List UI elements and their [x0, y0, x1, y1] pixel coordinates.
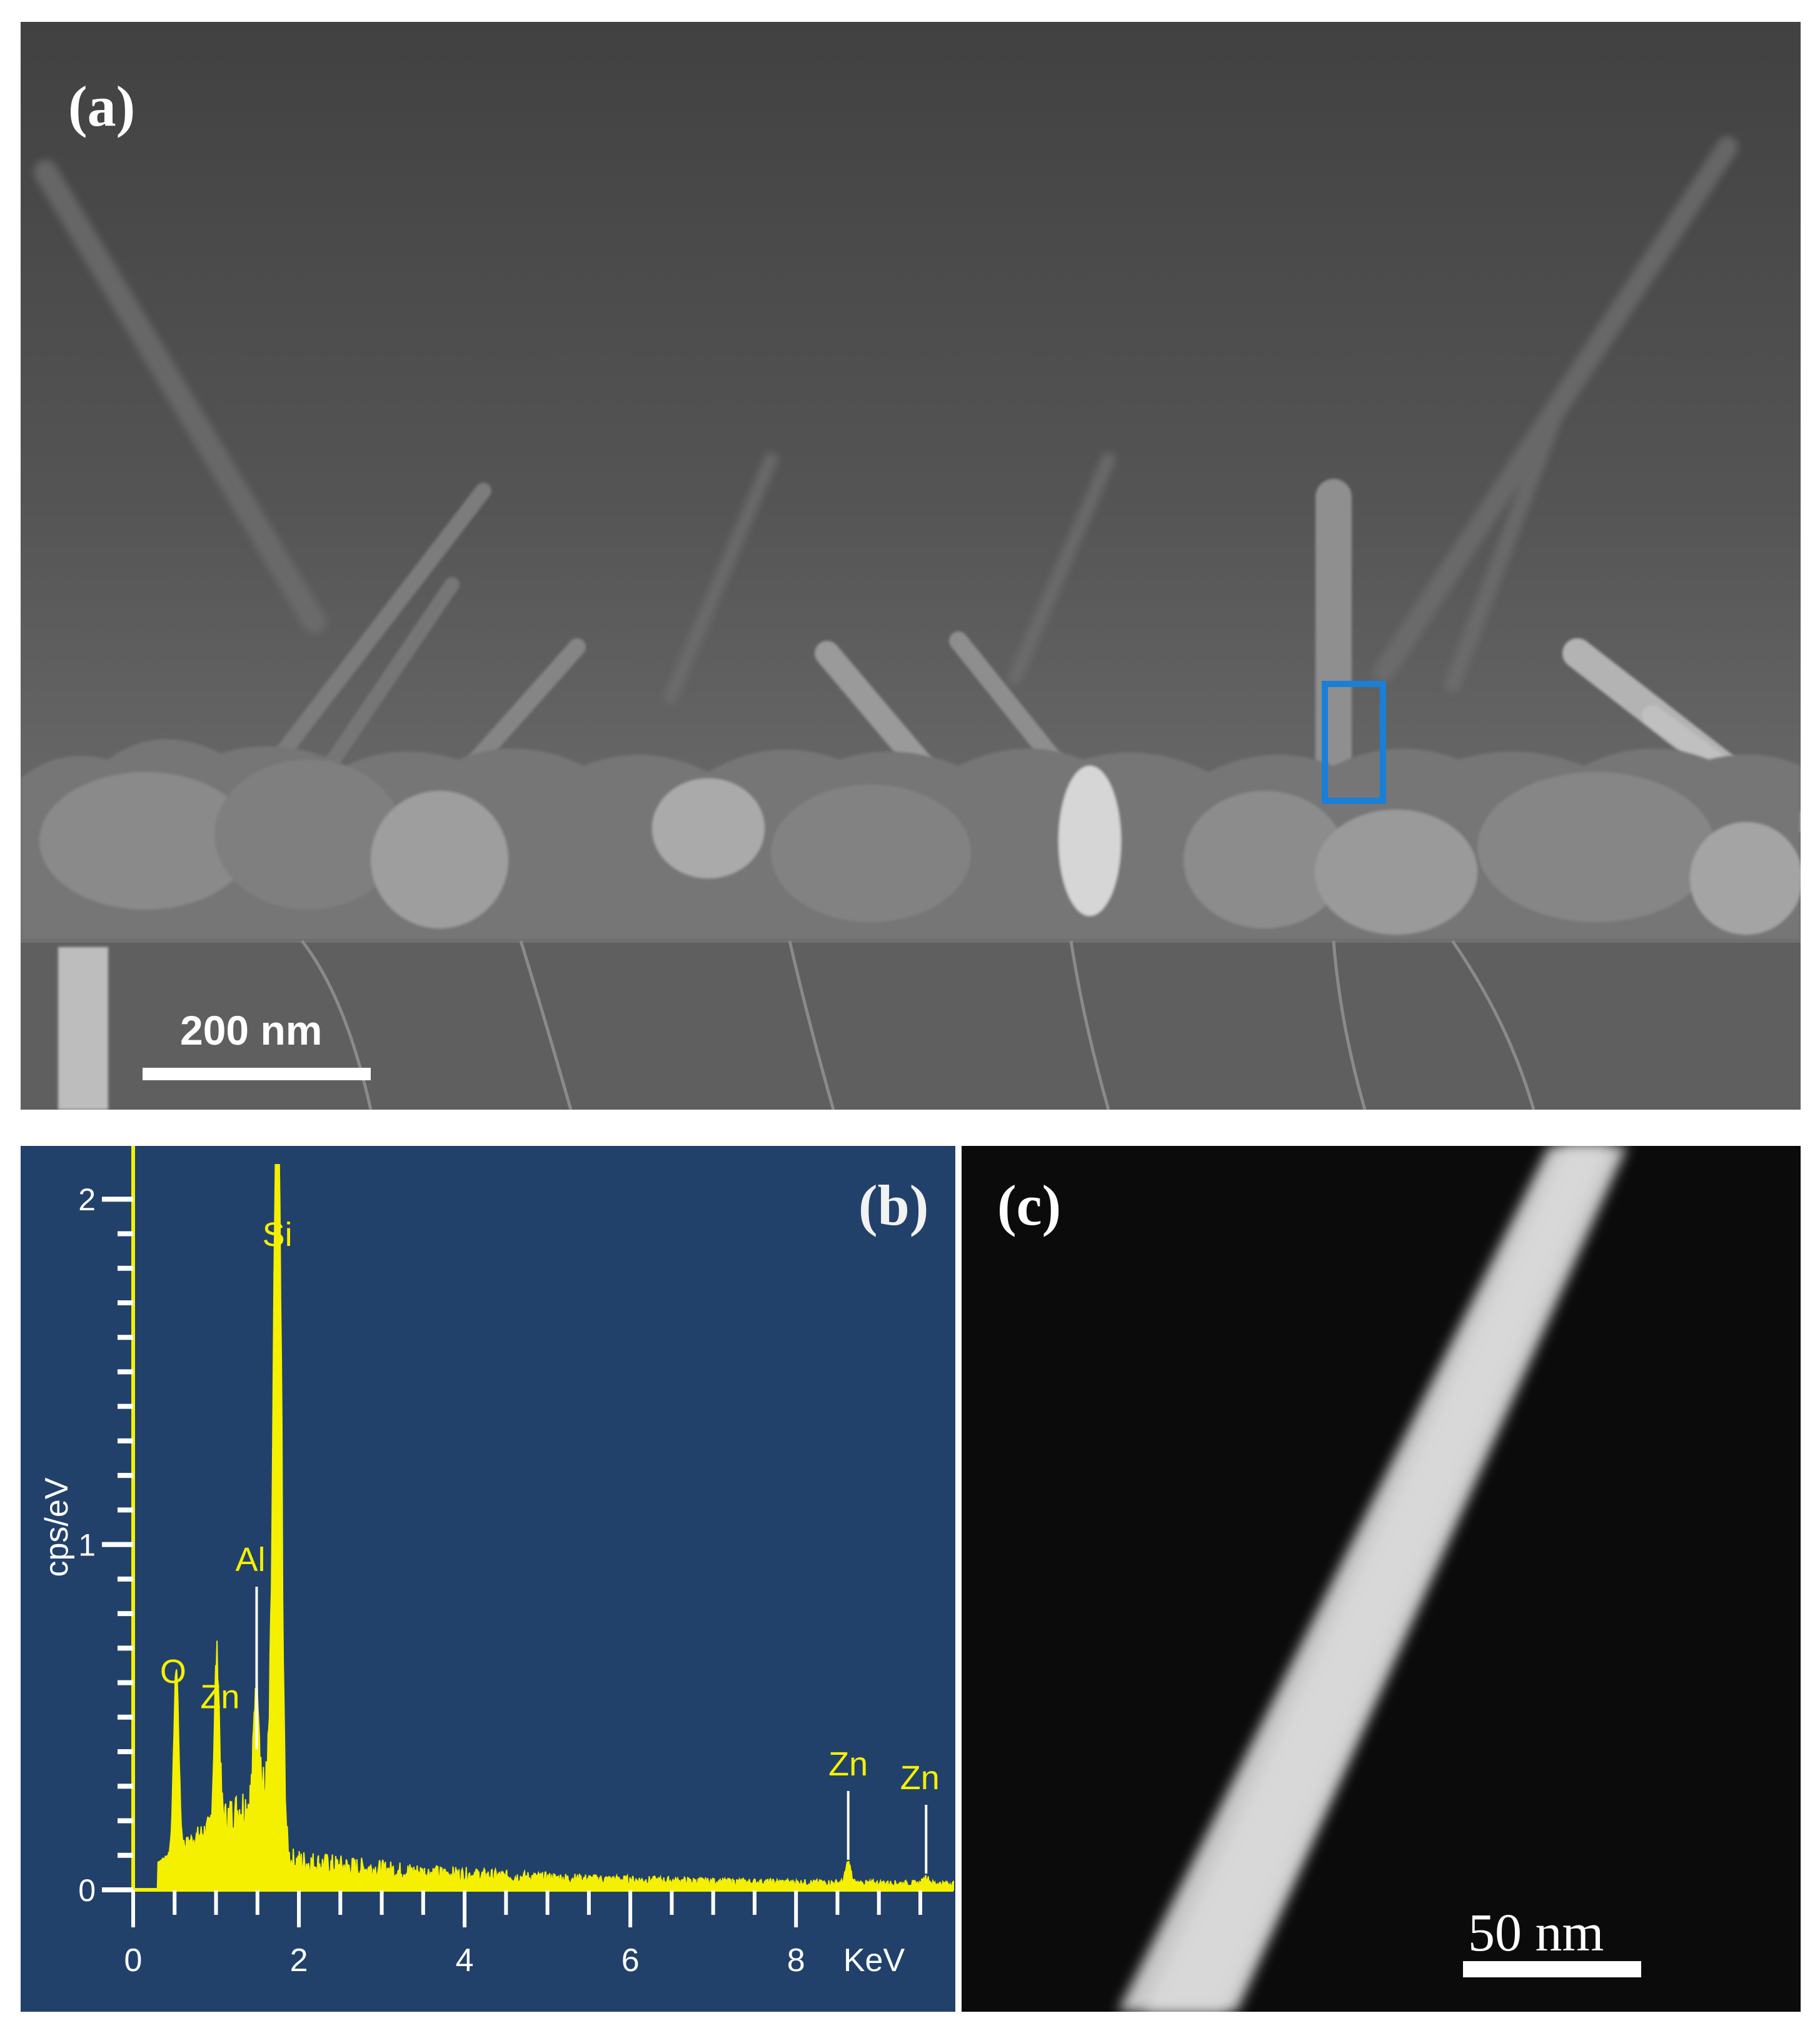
x-tick-label: 0: [124, 1942, 143, 1979]
scale-bar-c: [1463, 1961, 1641, 1977]
stem-image-panel: (c) 50 nm: [962, 1146, 1801, 2012]
peak-label: Zn: [828, 1745, 868, 1783]
x-tick-label: 4: [456, 1942, 474, 1979]
peak-label: Al: [235, 1541, 265, 1579]
spectrum-area: [134, 1164, 954, 1890]
selection-box: [1322, 681, 1386, 804]
sem-image: [21, 22, 1801, 1110]
y-tick-label: 0: [78, 1873, 96, 1908]
edx-spectrum-chart: 0 1 2 0 2 4 6 8 KeV cps/eV O Zn Al Si Zn Zn: [39, 1146, 954, 1979]
edx-spectrum-panel: 0 1 2 0 2 4 6 8 KeV cps/eV O Zn Al Si Zn Zn (b): [21, 1146, 955, 2012]
panel-b-label: (b): [858, 1173, 929, 1237]
panel-a-label: (a): [68, 74, 136, 138]
stem-image: [962, 1146, 1801, 2012]
x-tick-label: 2: [290, 1942, 308, 1979]
peak-label: O: [160, 1653, 186, 1690]
x-tick-label: 8: [787, 1942, 805, 1979]
x-tick-label: 6: [621, 1942, 640, 1979]
y-tick-label: 2: [78, 1182, 96, 1217]
y-tick-label: 1: [78, 1528, 96, 1563]
scale-bar-c-label: 50 nm: [1468, 1902, 1604, 1962]
peak-label: Zn: [900, 1759, 940, 1797]
panel-c-label: (c): [997, 1173, 1062, 1237]
sem-image-panel: (a) 200 nm: [21, 22, 1801, 1110]
peak-label: Si: [263, 1216, 293, 1253]
peak-label: Zn: [200, 1678, 239, 1715]
scale-bar-a-label: 200 nm: [180, 1007, 323, 1053]
x-axis-label: KeV: [843, 1942, 905, 1979]
scale-bar-a: [143, 1068, 371, 1080]
y-axis-label: cps/eV: [39, 1477, 75, 1577]
